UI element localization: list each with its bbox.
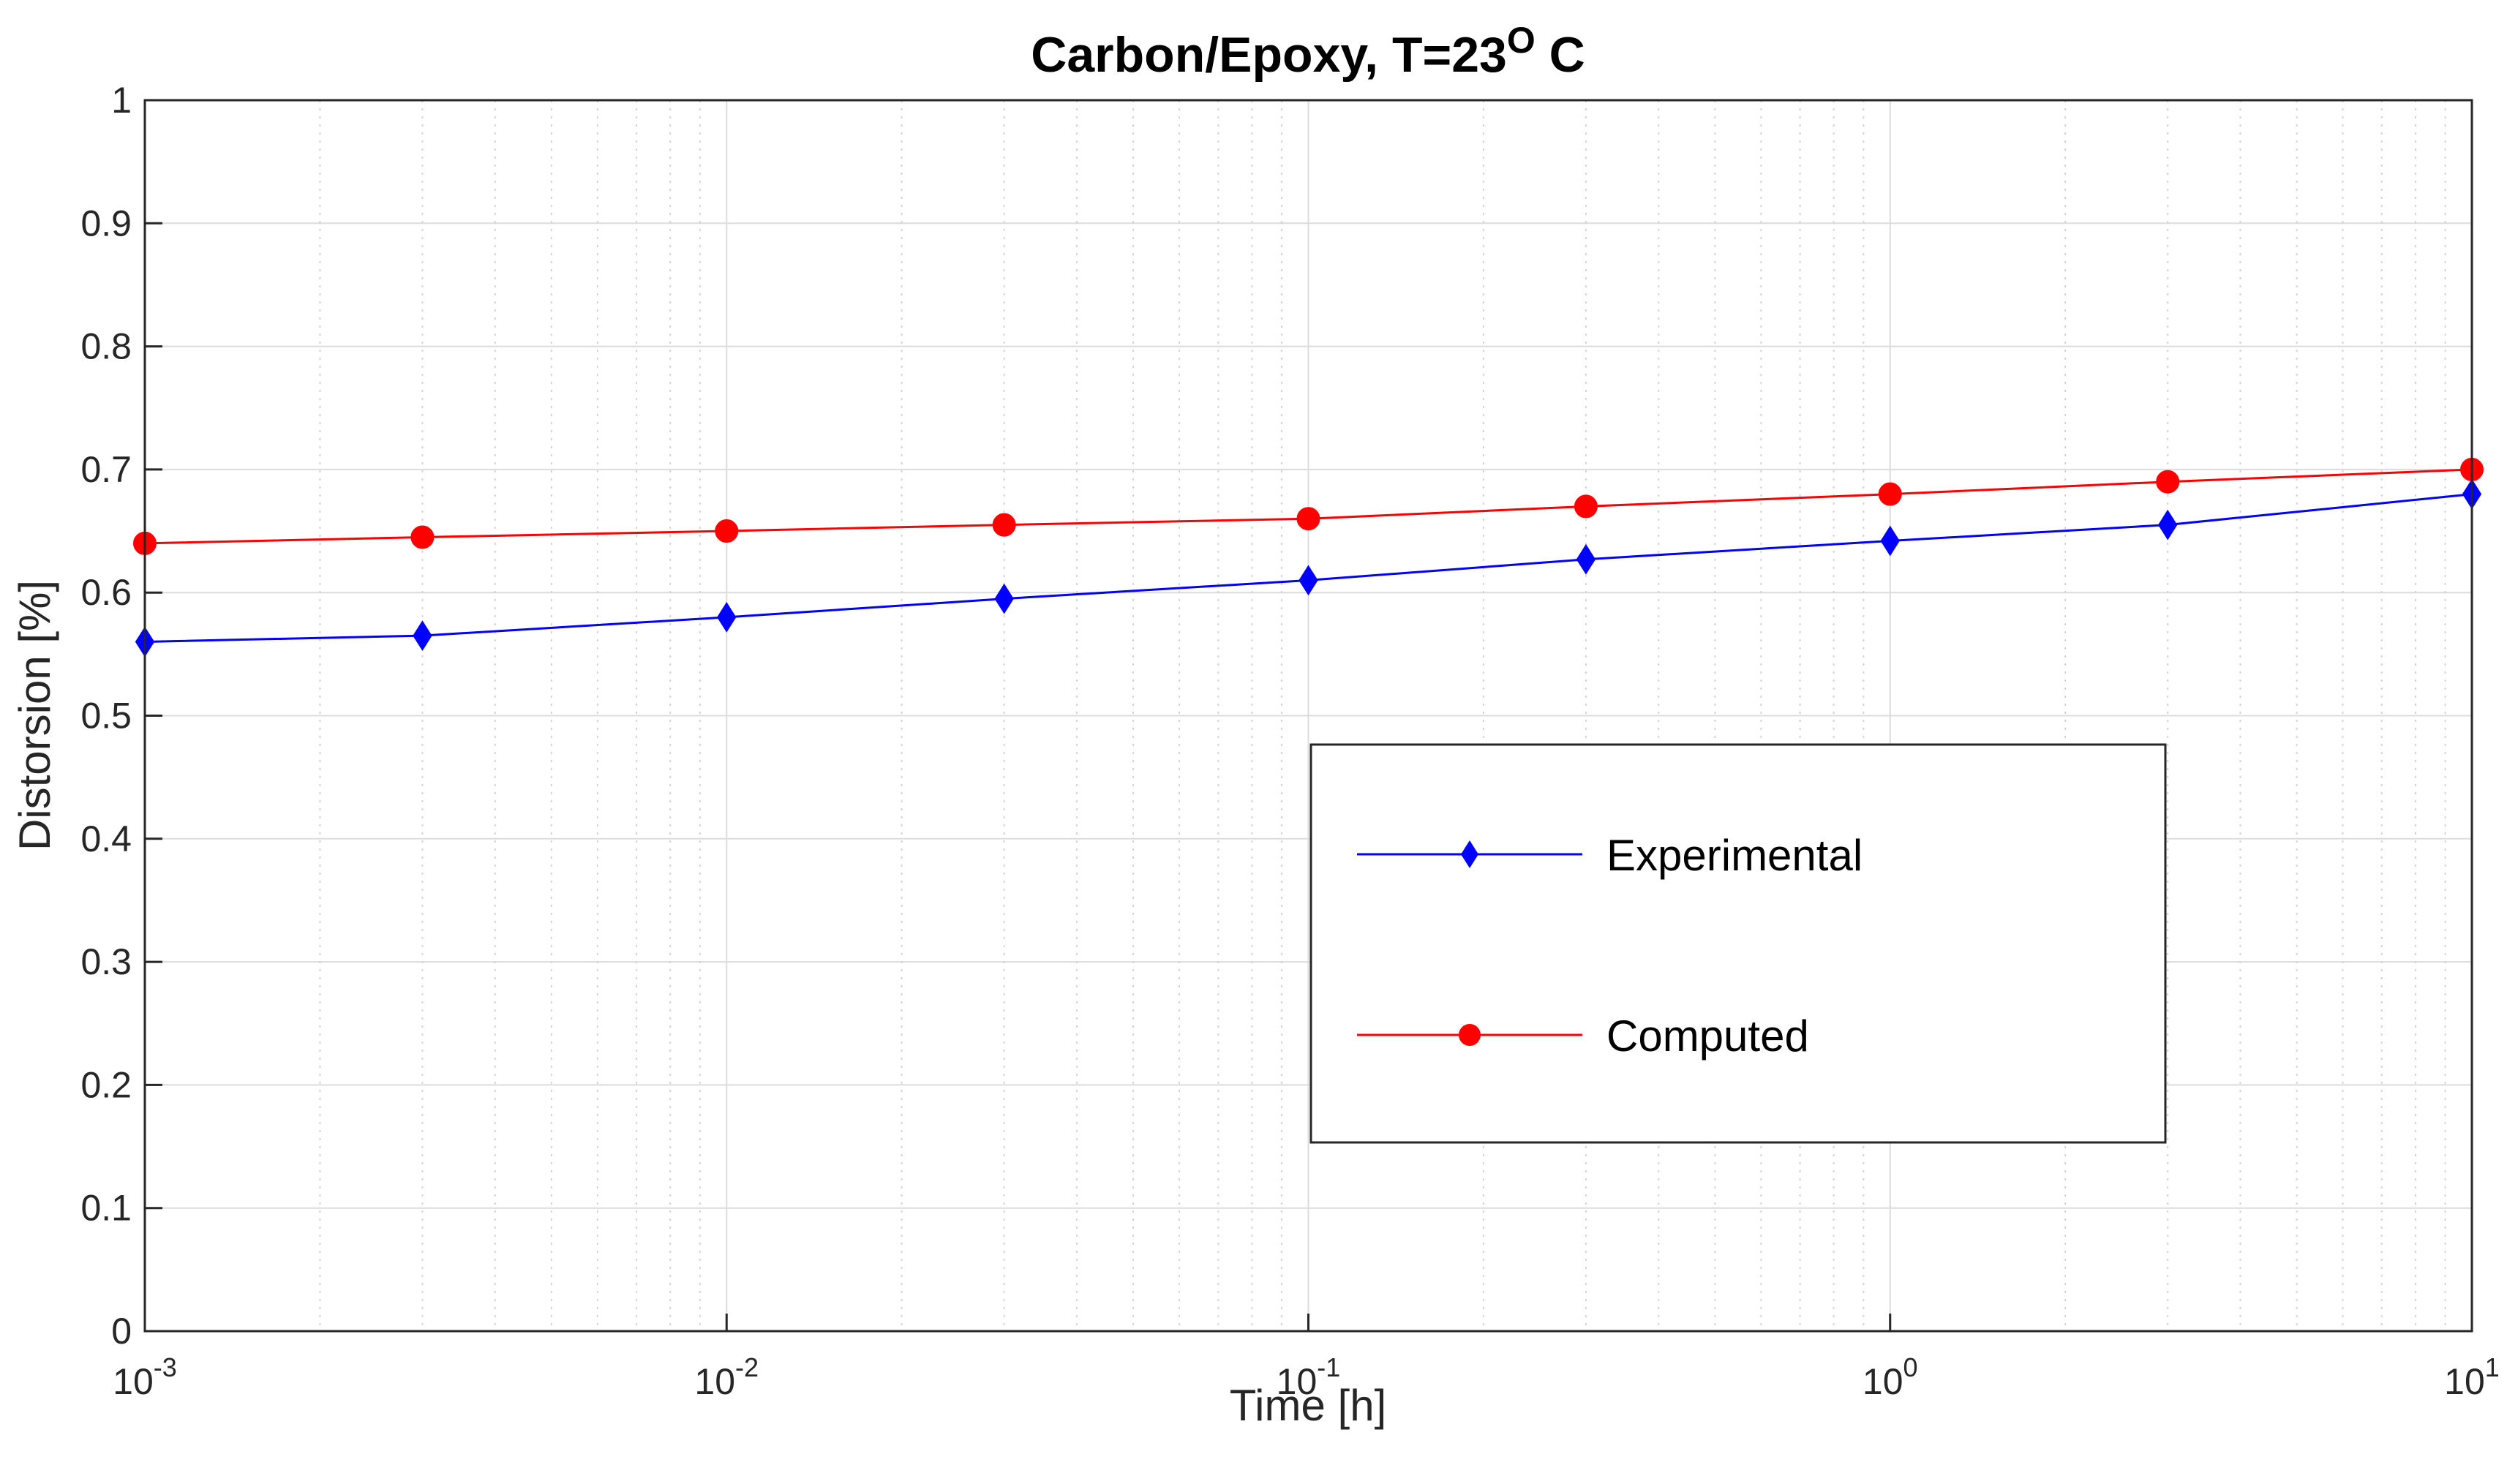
data-point-experimental (1880, 525, 1900, 557)
x-tick-label: 10-2 (694, 1352, 759, 1402)
legend-label-computed: Computed (1606, 1012, 1809, 1061)
data-point-computed (1574, 494, 1598, 519)
data-point-computed (992, 513, 1016, 537)
y-tick-labels: 0 0.1 0.2 0.3 0.4 0.5 0.6 0.7 0.8 0.9 1 (80, 80, 162, 1352)
data-point-experimental (717, 601, 737, 633)
data-point-experimental (1298, 565, 1318, 596)
x-tick-label: 10-1 (1277, 1352, 1341, 1402)
x-tick-label: 101 (2444, 1352, 2500, 1402)
y-tick-label: 0.3 (80, 941, 132, 982)
data-point-experimental (2157, 509, 2178, 541)
title-superscript: O (1507, 20, 1536, 61)
legend: Experimental Computed (1309, 743, 2167, 1144)
y-tick-label: 0.9 (80, 203, 132, 244)
data-point-computed (1296, 507, 1320, 531)
legend-marker-experimental (1461, 840, 1478, 868)
data-point-computed (715, 519, 739, 543)
x-tick-label: 10-3 (113, 1352, 177, 1402)
legend-marker-computed (1459, 1024, 1481, 1046)
data-point-experimental (994, 583, 1014, 614)
plot-frame (143, 99, 2473, 1333)
y-tick-label: 0.7 (80, 449, 132, 490)
y-tick-label: 0.5 (80, 696, 132, 737)
chart-title: Carbon/Epoxy, T=23O C (1031, 20, 1585, 83)
x-tick-label: 100 (1863, 1352, 1918, 1402)
x-axis-label: Time [h] (1230, 1381, 1386, 1430)
data-point-experimental (1576, 543, 1596, 575)
y-tick-label: 0.6 (80, 572, 132, 613)
legend-box (1309, 743, 2167, 1144)
y-tick-label: 0 (111, 1311, 132, 1352)
data-point-experimental (413, 620, 432, 651)
x-tick-labels: 10-3 10-2 10-1 100 101 (113, 1314, 2500, 1402)
y-axis-label: Distorsion [%] (10, 580, 59, 851)
y-tick-label: 0.1 (80, 1188, 132, 1229)
data-point-computed (1878, 482, 1902, 506)
data-point-computed (410, 525, 435, 549)
legend-label-experimental: Experimental (1606, 831, 1863, 880)
y-tick-label: 1 (111, 80, 132, 121)
title-main: Carbon/Epoxy, T=23 (1031, 27, 1507, 83)
title-suffix: C (1536, 27, 1585, 83)
y-tick-label: 0.8 (80, 326, 132, 367)
y-tick-label: 0.4 (80, 818, 132, 859)
data-point-computed (2156, 470, 2180, 494)
y-tick-label: 0.2 (80, 1064, 132, 1105)
